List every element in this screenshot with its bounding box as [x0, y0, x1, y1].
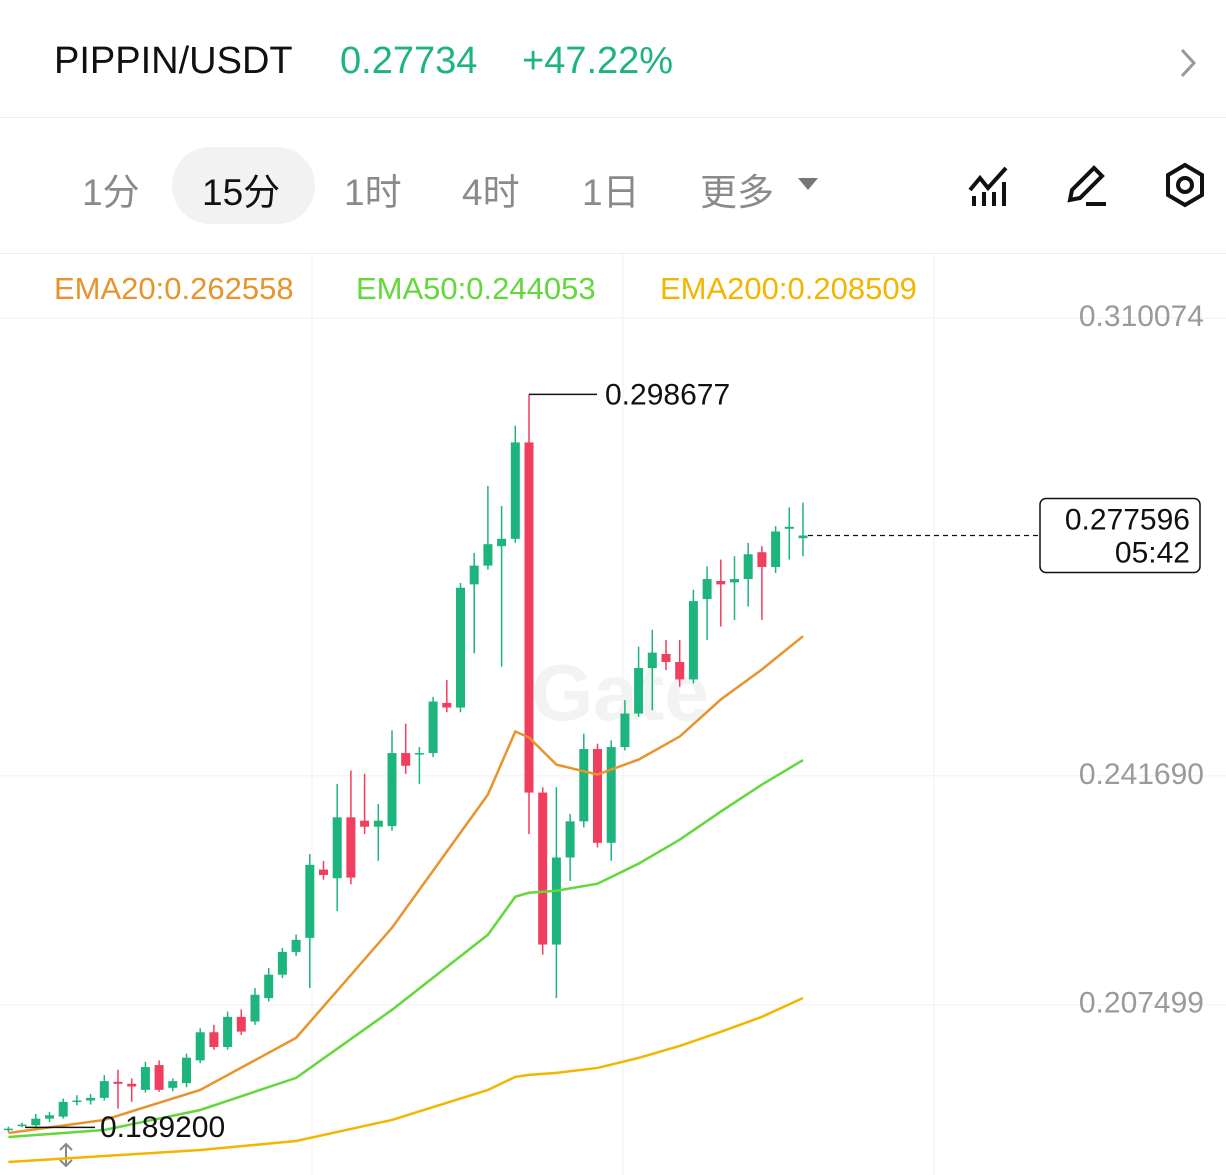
- active-pill: [172, 147, 315, 224]
- candle-body: [784, 526, 794, 529]
- candle-body: [524, 442, 534, 793]
- candle-body: [209, 1032, 219, 1047]
- ema-line: [8, 635, 804, 1135]
- candle-body: [140, 1067, 150, 1090]
- candle-body: [3, 1128, 13, 1131]
- candle-body: [688, 601, 698, 680]
- change: +47.22%: [522, 40, 674, 82]
- chart: Gate 0.310074 0.241690 0.207499 EMA20:0.262…: [0, 254, 1226, 1175]
- candle-body: [360, 820, 370, 827]
- candle-body: [702, 579, 712, 600]
- candle-body: [17, 1124, 27, 1127]
- low-label: 0.189200: [100, 1111, 225, 1144]
- candle-body: [538, 792, 548, 945]
- candle-body: [264, 974, 274, 999]
- tab[interactable]: 更多: [700, 172, 774, 213]
- candle-body: [675, 662, 685, 680]
- tab-bar: 1分 15分 1时 4时 1日 更多: [0, 118, 1226, 254]
- candle-body: [442, 702, 452, 708]
- candle-body: [387, 753, 397, 827]
- pair: PIPPIN/USDT: [54, 40, 293, 82]
- candle-body: [86, 1097, 96, 1101]
- ema-line: [8, 996, 804, 1164]
- candle-body: [319, 869, 328, 875]
- candle-body: [579, 749, 589, 822]
- watermark: Gate: [531, 648, 709, 737]
- candle-body: [291, 939, 301, 952]
- candle-body: [250, 994, 260, 1022]
- tab[interactable]: 1日: [582, 172, 640, 213]
- candle-body: [661, 653, 671, 663]
- candle-body: [223, 1016, 233, 1047]
- ema-line: [8, 759, 804, 1139]
- candle-body: [620, 713, 630, 748]
- high-label: 0.298677: [605, 378, 730, 411]
- candle-body: [277, 951, 287, 975]
- candle-body: [168, 1081, 178, 1088]
- price-label: 0.277596: [1065, 503, 1190, 536]
- candle-body: [771, 531, 781, 567]
- tab-active[interactable]: 15分: [202, 172, 281, 213]
- candle-body: [31, 1118, 41, 1126]
- legend-entry: EMA200:0.208509: [660, 271, 917, 306]
- candle-body: [593, 749, 602, 843]
- countdown: 05:42: [1115, 536, 1190, 569]
- candle-body: [332, 817, 342, 879]
- candle-body: [127, 1083, 137, 1087]
- candle-body: [551, 857, 561, 945]
- tab[interactable]: 1时: [344, 172, 402, 213]
- candle-body: [373, 820, 383, 827]
- indicator-icon[interactable]: [966, 162, 1012, 208]
- candle-body: [743, 554, 753, 580]
- candle-body: [113, 1081, 123, 1084]
- tab[interactable]: 1分: [82, 172, 140, 213]
- candle-body: [456, 587, 465, 708]
- drag-icon: [59, 1142, 73, 1168]
- candle-body: [414, 753, 424, 755]
- candle-body: [798, 535, 808, 539]
- draw-icon[interactable]: [1064, 162, 1110, 208]
- candle-body: [154, 1065, 164, 1090]
- candle-body: [72, 1100, 82, 1103]
- chevron[interactable]: [1176, 46, 1200, 80]
- candle-body: [716, 581, 726, 585]
- candle-body: [45, 1115, 54, 1119]
- candle-body: [497, 538, 507, 547]
- candle-body: [236, 1016, 246, 1032]
- candle-body: [606, 747, 616, 843]
- candle-body: [401, 753, 411, 766]
- y-tick-label: 0.310074: [1079, 300, 1204, 333]
- candle-body: [99, 1081, 109, 1098]
- tab[interactable]: 4时: [462, 172, 520, 213]
- dropdown-arrow[interactable]: [796, 176, 820, 192]
- settings-icon[interactable]: [1162, 162, 1208, 208]
- header: PIPPIN/USDT 0.27734 +47.22%: [0, 0, 1226, 118]
- legend-entry: EMA50:0.244053: [356, 271, 596, 306]
- candle-body: [730, 579, 739, 583]
- price: 0.27734: [340, 40, 478, 82]
- price-box: [1039, 497, 1201, 574]
- y-tick-label: 0.207499: [1079, 987, 1204, 1020]
- candle-body: [195, 1032, 205, 1061]
- candle-body: [483, 544, 493, 566]
- candle-body: [634, 668, 644, 714]
- candle-body: [647, 652, 657, 669]
- candle-body: [428, 701, 438, 754]
- candle-body: [182, 1057, 191, 1084]
- y-tick-label: 0.241690: [1079, 758, 1204, 791]
- candle-body: [305, 864, 315, 938]
- candle-body: [469, 565, 479, 585]
- candle-body: [58, 1101, 68, 1117]
- candle-body: [565, 821, 575, 858]
- legend-entry: EMA20:0.262558: [54, 271, 294, 306]
- candle-body: [510, 442, 520, 539]
- candle-body: [346, 817, 356, 878]
- candle-body: [757, 552, 767, 567]
